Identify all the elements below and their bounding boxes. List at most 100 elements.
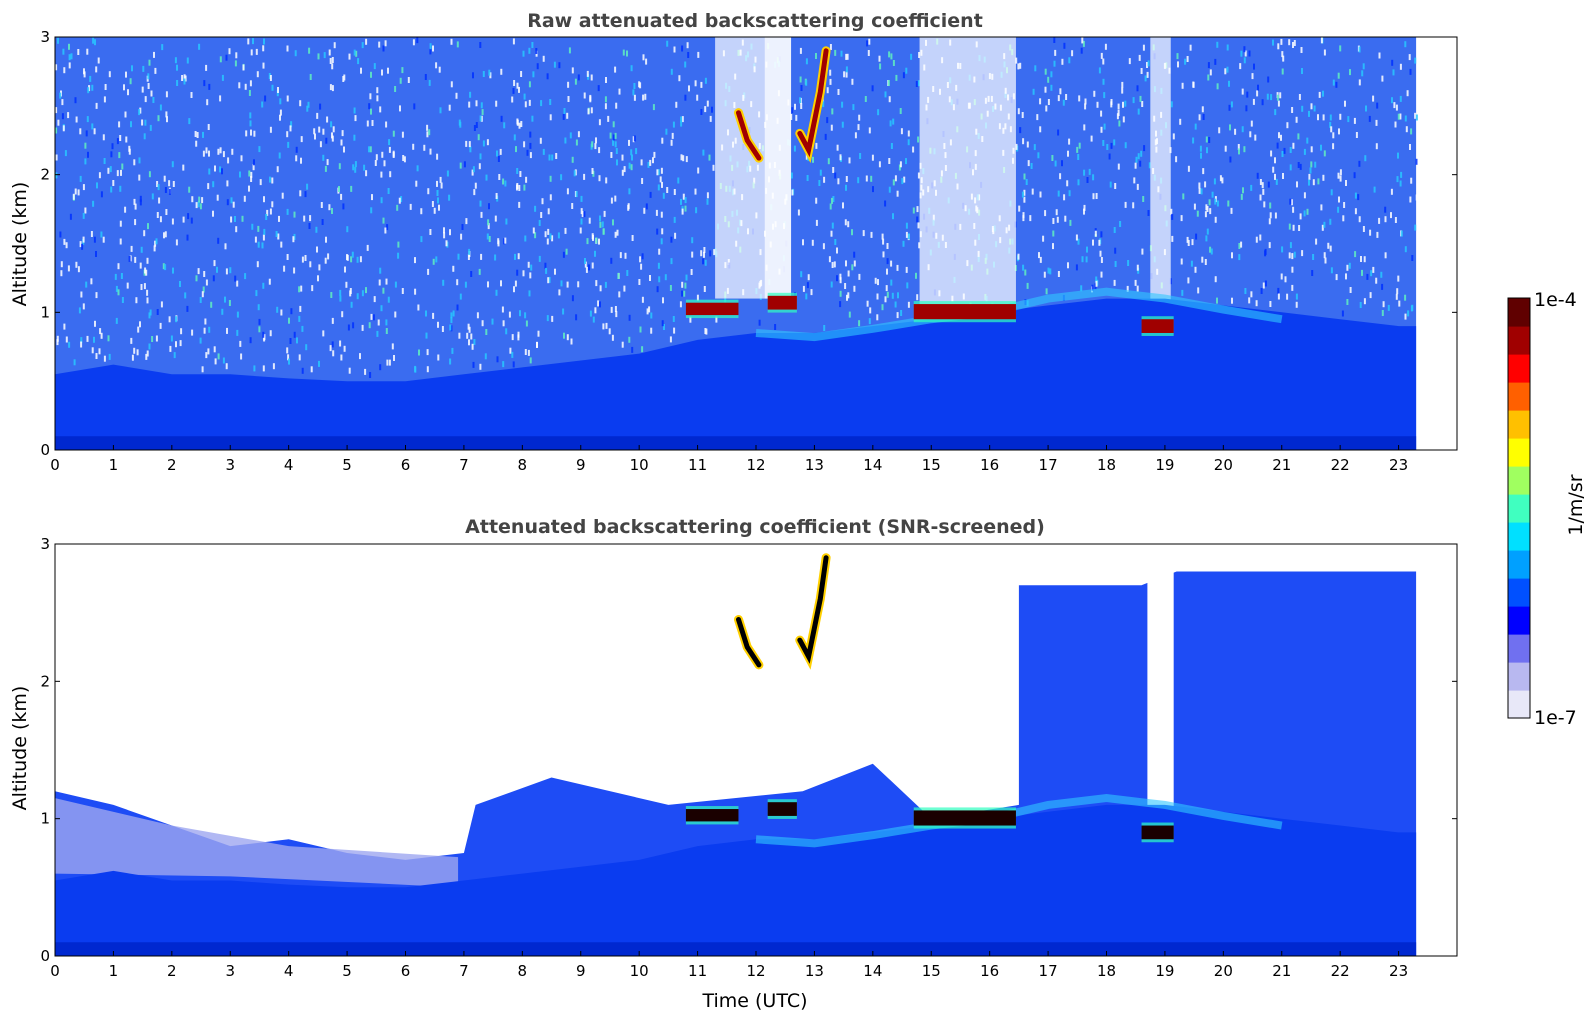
high-cloud-streak [736, 617, 762, 668]
x-tick-label: 21 [1272, 456, 1291, 474]
y-tick-label: 0 [40, 441, 50, 459]
x-tick-label: 23 [1389, 456, 1408, 474]
colorbar-swatch [1508, 634, 1530, 663]
x-tick-label: 18 [1097, 456, 1116, 474]
panel1-plot-area: 0 1 2 3 4 5 6 7 8 9 10 11 12 13 14 15 16 17 18 19 20 21 22 2301… [40, 28, 1458, 474]
cloud-layer [1141, 319, 1174, 333]
y-tick-label: 1 [40, 303, 50, 321]
cloud-layer [913, 304, 1016, 320]
x-tick-label: 23 [1389, 962, 1408, 980]
signal-gap [1147, 544, 1174, 826]
y-tick-label: 2 [40, 672, 50, 690]
x-tick-label: 9 [576, 962, 586, 980]
y-tick-label: 3 [40, 535, 50, 553]
colorbar-frame [1507, 297, 1531, 719]
x-tick-label: 14 [863, 456, 882, 474]
y-tick-label: 1 [40, 810, 50, 828]
x-tick-label: 10 [630, 962, 649, 980]
colorbar-swatches [1508, 298, 1530, 719]
x-tick-label: 10 [630, 456, 649, 474]
x-tick-label: 1 [109, 456, 119, 474]
x-tick-label: 16 [980, 962, 999, 980]
x-tick-label: 19 [1155, 456, 1174, 474]
colorbar-swatch [1508, 298, 1530, 327]
high-cloud-streak [797, 555, 829, 664]
x-tick-label: 14 [863, 962, 882, 980]
colorbar-swatch [1508, 410, 1530, 439]
colorbar-swatch [1508, 522, 1530, 551]
x-tick-label: 2 [167, 962, 177, 980]
colorbar-swatch [1508, 354, 1530, 383]
panel1-y-axis-label: Altitude (km) [9, 182, 31, 307]
cloud-layer [1141, 825, 1174, 840]
x-tick-label: 6 [401, 962, 411, 980]
high-cloud-streak [797, 48, 829, 158]
signal-gap [1150, 37, 1171, 320]
x-tick-label: 9 [576, 456, 586, 474]
x-tick-label: 18 [1097, 962, 1116, 980]
cloud-layer [767, 802, 797, 816]
x-axis-label: Time (UTC) [701, 990, 807, 1012]
x-tick-label: 5 [342, 962, 352, 980]
cloud-layer [685, 302, 739, 316]
x-tick-label: 4 [284, 456, 294, 474]
colorbar-min-label: 1e-7 [1534, 707, 1577, 729]
y-tick-label: 0 [40, 947, 50, 965]
panel2-title: Attenuated backscattering coefficient (S… [465, 516, 1045, 538]
x-tick-label: 4 [284, 962, 294, 980]
aerosol-layer-top [755, 794, 1283, 848]
colorbar-max-label: 1e-4 [1534, 289, 1577, 311]
x-tick-label: 17 [1039, 962, 1058, 980]
x-tick-label: 13 [805, 456, 824, 474]
x-tick-label: 11 [688, 456, 707, 474]
cloud-layer [767, 295, 797, 310]
colorbar-swatch [1508, 662, 1530, 691]
signal-gap [919, 37, 1016, 306]
x-tick-label: 22 [1331, 456, 1350, 474]
x-tick-label: 12 [746, 456, 765, 474]
x-tick-label: 20 [1214, 456, 1233, 474]
surface-band [55, 942, 1417, 956]
colorbar-swatch [1508, 690, 1530, 719]
x-tick-label: 21 [1272, 962, 1291, 980]
panel2-y-axis-label: Altitude (km) [9, 686, 31, 811]
x-tick-label: 15 [922, 456, 941, 474]
y-tick-label: 2 [40, 166, 50, 184]
x-tick-label: 2 [167, 456, 177, 474]
x-tick-label: 12 [746, 962, 765, 980]
colorbar-swatch [1508, 466, 1530, 495]
x-tick-label: 0 [50, 962, 60, 980]
x-tick-label: 3 [225, 962, 235, 980]
x-tick-label: 16 [980, 456, 999, 474]
x-tick-label: 8 [518, 456, 528, 474]
panel1-title: Raw attenuated backscattering coefficien… [527, 10, 983, 32]
colorbar-swatch [1508, 494, 1530, 523]
x-tick-label: 17 [1039, 456, 1058, 474]
x-tick-label: 6 [401, 456, 411, 474]
colorbar-swatch [1508, 326, 1530, 355]
boundary-layer [55, 804, 1417, 956]
colorbar: 1e-4 1e-7 1/m/sr [1507, 289, 1587, 729]
x-tick-label: 11 [688, 962, 707, 980]
signal-gap [764, 37, 792, 299]
colorbar-swatch [1508, 578, 1530, 607]
colorbar-swatch [1508, 438, 1530, 467]
panel-screened: Attenuated backscattering coefficient (S… [9, 516, 1458, 1012]
x-tick-label: 20 [1214, 962, 1233, 980]
aerosol-layer-top [755, 287, 1283, 342]
x-tick-label: 13 [805, 962, 824, 980]
cloud-layer [913, 810, 1016, 826]
high-cloud-streak [736, 110, 762, 161]
x-tick-label: 0 [50, 456, 60, 474]
colorbar-swatch [1508, 606, 1530, 635]
low-signal-region [55, 798, 459, 888]
x-tick-label: 22 [1331, 962, 1350, 980]
y-tick-label: 3 [40, 28, 50, 46]
x-tick-label: 19 [1155, 962, 1174, 980]
colorbar-swatch [1508, 382, 1530, 411]
x-tick-label: 15 [922, 962, 941, 980]
x-tick-label: 3 [225, 456, 235, 474]
cloud-layer [685, 809, 739, 822]
